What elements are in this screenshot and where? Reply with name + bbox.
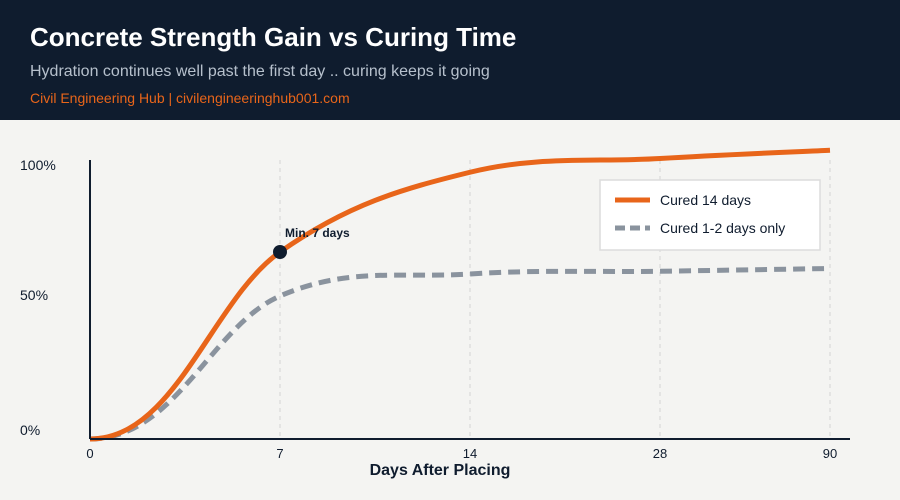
legend-label: Cured 14 days: [660, 192, 751, 208]
x-tick-label: 0: [86, 446, 93, 461]
annotation-label: Min. 7 days: [285, 226, 350, 240]
series-lines: [89, 147, 831, 442]
x-tick-label: 14: [463, 446, 477, 461]
tick-labels: 0 7 14 28 90 0% 50% 100%: [20, 157, 837, 461]
y-tick-label: 100%: [20, 157, 56, 173]
annotations: Min. 7 days: [273, 226, 350, 259]
legend-label: Cured 1-2 days only: [660, 220, 785, 236]
y-tick-label: 0%: [20, 422, 40, 438]
x-tick-label: 90: [823, 446, 837, 461]
grid-lines: [279, 160, 831, 439]
legend: Cured 14 days Cured 1-2 days only: [599, 179, 821, 251]
y-tick-label: 50%: [20, 287, 48, 303]
x-tick-label: 28: [653, 446, 667, 461]
annotation-marker: [273, 245, 287, 259]
x-tick-label: 7: [276, 446, 283, 461]
series-line-cured-1-2-days: [89, 266, 831, 442]
legend-box: [599, 179, 821, 251]
chart-title: Concrete Strength Gain vs Curing Time: [30, 22, 517, 52]
header-banner: Concrete Strength Gain vs Curing Time Hy…: [0, 0, 900, 120]
source-credit: Civil Engineering Hub | civilengineering…: [30, 90, 350, 106]
chart-subtitle: Hydration continues well past the first …: [30, 63, 490, 80]
axes: [89, 160, 850, 440]
x-axis-label: Days After Placing: [370, 462, 511, 479]
series-line-cured-14-days: [89, 147, 831, 442]
chart-plot: 0 7 14 28 90 0% 50% 100% Min. 7 days Cured 14 d…: [20, 147, 850, 479]
